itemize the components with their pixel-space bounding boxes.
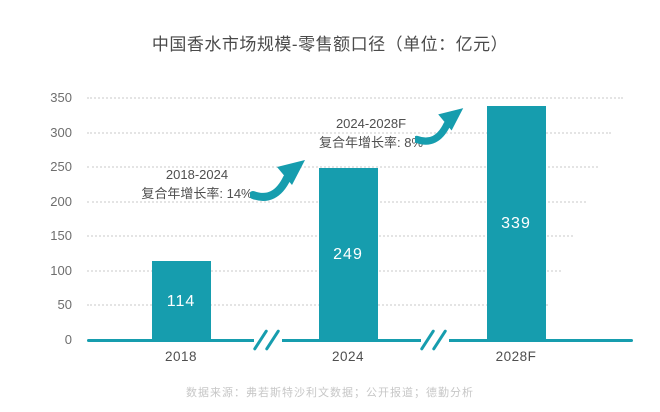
growth-arrow-icon (415, 108, 464, 145)
x-tick-label: 2028F (495, 349, 537, 364)
x-tick-label: 2018 (164, 349, 198, 364)
gridline (87, 166, 598, 169)
x-tick-label: 2024 (331, 349, 365, 364)
y-tick-label: 50 (57, 297, 72, 313)
annotation-period: 2018-2024 (165, 167, 229, 182)
bar-2024: 249 (318, 167, 378, 342)
bar-value-label: 249 (333, 245, 363, 263)
bar-2018: 114 (151, 261, 211, 342)
y-tick-label: 250 (50, 159, 72, 175)
bar-value-label: 114 (166, 292, 196, 310)
axis-break-gap (421, 336, 449, 345)
gridline (87, 131, 611, 134)
data-source-note: 数据来源：弗若斯特沙利文数据；公开报道；德勤分析 (186, 387, 474, 399)
chart-title: 中国香水市场规模-零售额口径（单位：亿元） (151, 35, 509, 54)
growth-arrow-icon (250, 160, 305, 201)
y-tick-label: 200 (50, 193, 72, 209)
annotation-cagr: 复合年增长率: 8% (318, 135, 423, 150)
y-tick-label: 150 (50, 228, 72, 244)
y-tick-label: 0 (64, 332, 72, 347)
cagr-annotation-2024-2028: 2024-2028F 复合年增长率: 8% (302, 114, 440, 152)
gridline (87, 97, 623, 99)
annotation-cagr: 复合年增长率: 14% (141, 186, 253, 201)
axis-break-gap (254, 336, 282, 345)
y-tick-label: 100 (50, 262, 72, 278)
gridline (87, 304, 548, 307)
y-tick-label: 350 (50, 90, 72, 105)
y-tick-label: 300 (50, 124, 72, 140)
bar-2028F: 339 (486, 105, 546, 342)
bar-value-label: 339 (501, 214, 531, 232)
cagr-annotation-2018-2024: 2018-2024 复合年增长率: 14% (126, 165, 268, 203)
annotation-period: 2024-2028F (335, 116, 407, 131)
